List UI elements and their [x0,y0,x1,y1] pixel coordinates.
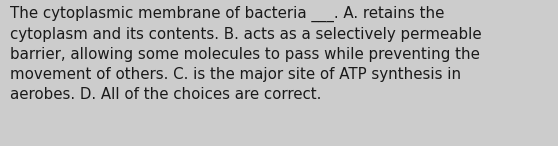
Text: The cytoplasmic membrane of bacteria ___. A. retains the
cytoplasm and its conte: The cytoplasmic membrane of bacteria ___… [10,6,482,102]
